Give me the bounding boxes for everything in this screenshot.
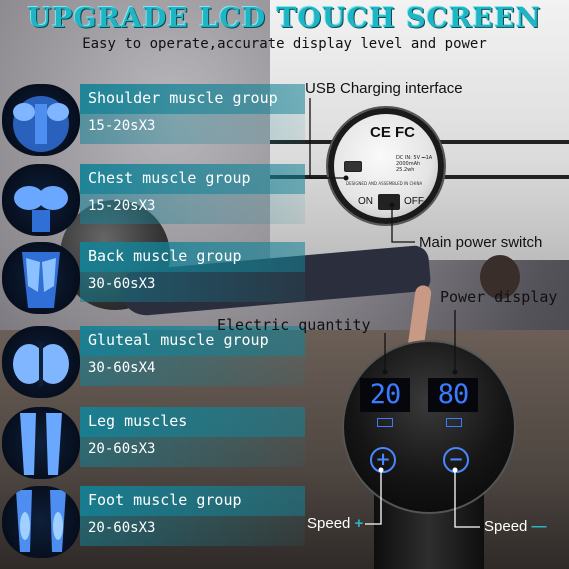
speed-plus-text: Speed	[307, 515, 351, 532]
gluteal-muscle-icon	[2, 326, 80, 398]
battery-icon	[377, 418, 393, 427]
usb-charging-label: USB Charging interface	[305, 80, 463, 97]
page-title: UPGRADE LCD TOUCH SCREEN	[27, 3, 542, 34]
label-bar	[80, 437, 305, 467]
device-head	[342, 340, 516, 514]
speed-up-button[interactable]: +	[370, 447, 396, 473]
leg-muscle-icon	[2, 407, 80, 479]
electric-quantity-display: 20	[360, 378, 410, 412]
label-bar	[80, 114, 305, 144]
muscle-group-time: 15-20sX3	[88, 198, 156, 214]
label-bar	[80, 164, 305, 194]
muscle-group-back: Back muscle group 30-60sX3	[0, 238, 305, 314]
muscle-group-gluteal: Gluteal muscle group 30-60sX4	[0, 322, 305, 398]
muscle-group-chest: Chest muscle group 15-20sX3	[0, 160, 305, 236]
person-head	[480, 255, 520, 299]
label-bar	[80, 516, 305, 546]
foot-muscle-icon	[2, 486, 80, 558]
designed-text: DESIGNED AND ASSEMBLED IN CHINA	[346, 181, 423, 186]
switch-off-label: OFF	[404, 196, 424, 207]
shoulder-muscle-icon	[2, 84, 80, 156]
muscle-group-name: Leg muscles	[88, 412, 188, 430]
speed-down-button[interactable]: −	[443, 447, 469, 473]
speed-minus-text: Speed	[484, 518, 528, 535]
muscle-group-foot: Foot muscle group 20-60sX3	[0, 482, 305, 558]
main-power-switch[interactable]	[378, 194, 400, 210]
muscle-group-time: 20-60sX3	[88, 520, 156, 536]
power-specs: DC IN: 5V ⎓1A 2000mAh 25.2wh	[396, 155, 433, 173]
muscle-group-time: 30-60sX3	[88, 276, 156, 292]
speed-plus-sign: +	[354, 515, 364, 532]
main-power-switch-label: Main power switch	[419, 234, 543, 251]
page-subtitle: Easy to operate,accurate display level a…	[82, 36, 487, 52]
muscle-group-time: 30-60sX4	[88, 360, 156, 376]
speed-minus-label: Speed —	[484, 518, 547, 535]
label-bar	[80, 194, 305, 224]
chest-muscle-icon	[2, 164, 80, 236]
label-bar	[80, 356, 305, 386]
power-level-display: 80	[428, 378, 478, 412]
muscle-group-name: Chest muscle group	[88, 169, 251, 187]
muscle-group-name: Back muscle group	[88, 247, 242, 265]
muscle-group-time: 15-20sX3	[88, 118, 156, 134]
muscle-group-time: 20-60sX3	[88, 441, 156, 457]
label-bar	[80, 407, 305, 437]
label-bar	[80, 242, 305, 272]
label-bar	[80, 326, 305, 356]
power-display-label: Power display	[440, 288, 558, 306]
label-bar	[80, 84, 305, 114]
speed-minus-sign: —	[531, 518, 547, 535]
muscle-group-name: Gluteal muscle group	[88, 331, 269, 349]
label-bar	[80, 272, 305, 302]
speed-plus-label: Speed +	[307, 515, 363, 532]
muscle-group-leg: Leg muscles 20-60sX3	[0, 403, 305, 479]
back-muscle-icon	[2, 242, 80, 314]
usb-port-icon	[344, 161, 362, 172]
ce-fc-mark: CE FC	[370, 124, 415, 141]
power-icon	[446, 418, 462, 427]
muscle-group-name: Foot muscle group	[88, 491, 242, 509]
switch-on-label: ON	[358, 196, 373, 207]
electric-quantity-label: Electric quantity	[217, 316, 371, 334]
label-bar	[80, 486, 305, 516]
muscle-group-name: Shoulder muscle group	[88, 89, 278, 107]
muscle-group-shoulder: Shoulder muscle group 15-20sX3	[0, 80, 305, 156]
